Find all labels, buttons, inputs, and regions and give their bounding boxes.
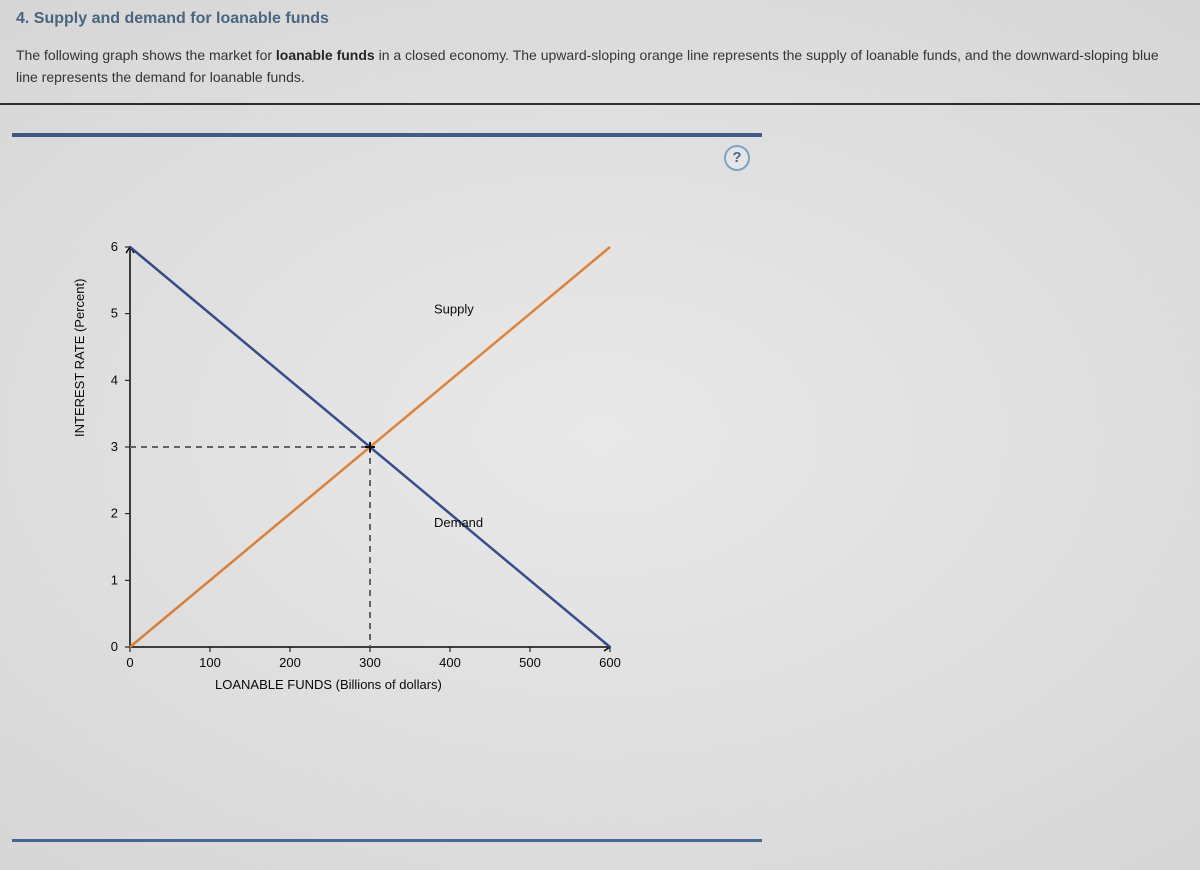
x-axis-label: LOANABLE FUNDS (Billions of dollars) — [215, 677, 442, 692]
desc-bold: loanable funds — [276, 47, 375, 63]
chart-svg[interactable]: 0 1 2 3 4 5 6 0 100 200 300 400 500 600 Supply Demand — [70, 237, 630, 697]
y-tick-label: 3 — [111, 439, 118, 454]
y-tick-label: 2 — [111, 505, 118, 520]
x-tick-label: 500 — [519, 655, 541, 670]
y-tick-label: 4 — [111, 372, 118, 387]
y-tick-label: 5 — [111, 305, 118, 320]
x-tick-label: 300 — [359, 655, 381, 670]
desc-pre: The following graph shows the market for — [16, 47, 276, 63]
supply-label: Supply — [434, 301, 474, 316]
bottom-rule — [12, 839, 762, 842]
chart-container: ? INTEREST RATE (Percent) 01234560100200… — [0, 137, 760, 797]
y-tick-label: 6 — [111, 239, 118, 254]
x-tick-label: 0 — [126, 655, 133, 670]
section-title: 4. Supply and demand for loanable funds — [0, 0, 1200, 36]
x-tick-label: 200 — [279, 655, 301, 670]
section-description: The following graph shows the market for… — [0, 36, 1200, 105]
y-tick-label: 1 — [111, 572, 118, 587]
x-tick-label: 600 — [599, 655, 621, 670]
demand-label: Demand — [434, 515, 483, 530]
help-button[interactable]: ? — [724, 145, 750, 171]
x-tick-label: 100 — [199, 655, 221, 670]
y-tick-label: 0 — [111, 639, 118, 654]
x-tick-label: 400 — [439, 655, 461, 670]
